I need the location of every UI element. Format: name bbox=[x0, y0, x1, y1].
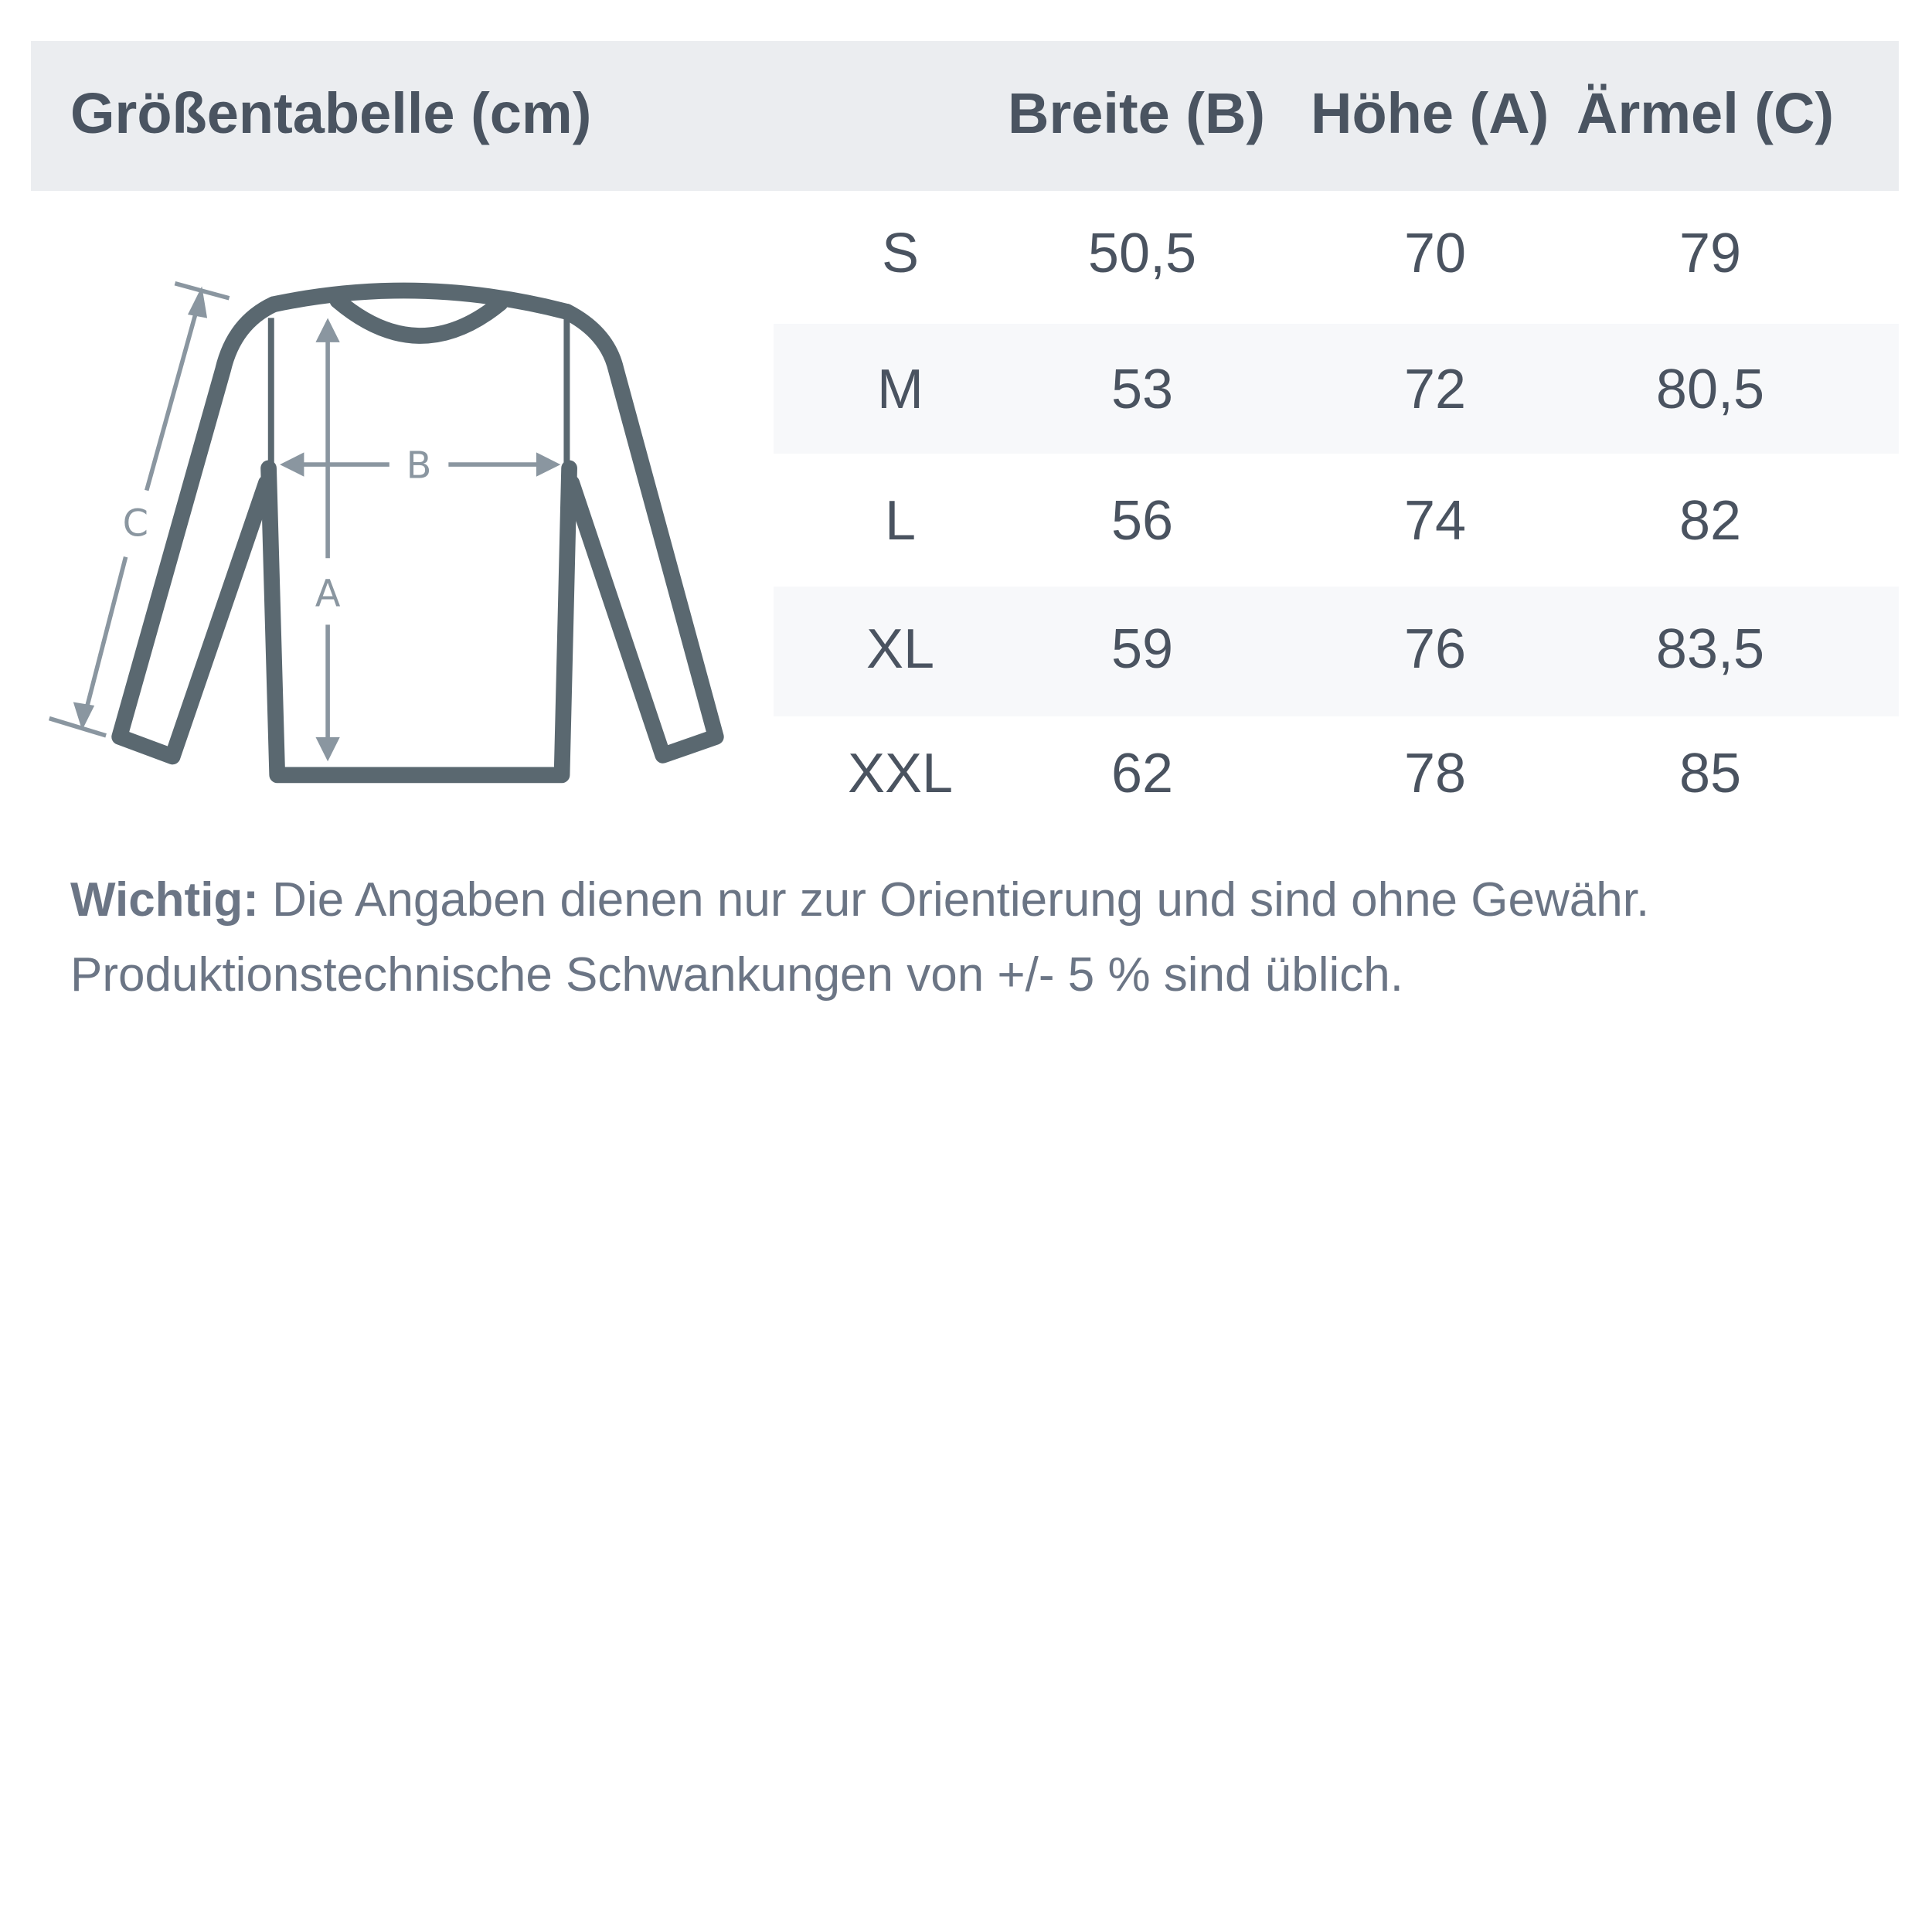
note-line-1: Wichtig: Die Angaben dienen nur zur Orie… bbox=[70, 873, 1649, 927]
table-cell-hoehe: 70 bbox=[1403, 223, 1467, 284]
column-header-aermel: Ärmel (C) bbox=[1577, 81, 1835, 145]
column-header-breite: Breite (B) bbox=[1008, 81, 1266, 145]
row-stripe bbox=[774, 324, 1899, 454]
label-b: B bbox=[406, 445, 432, 488]
table-cell-aermel: 79 bbox=[1679, 223, 1742, 284]
table-cell-size: M bbox=[877, 359, 923, 420]
table-cell-breite: 50,5 bbox=[1087, 223, 1197, 284]
column-header-hoehe: Höhe (A) bbox=[1311, 81, 1549, 145]
table-cell-hoehe: 78 bbox=[1403, 743, 1467, 804]
shirt-left-sleeve bbox=[111, 296, 282, 765]
shirt-body bbox=[260, 460, 577, 784]
label-c: C bbox=[123, 503, 148, 546]
table-cell-size: XL bbox=[866, 618, 935, 680]
row-stripe bbox=[774, 587, 1899, 716]
table-cell-breite: 62 bbox=[1111, 743, 1174, 804]
note-line-2: Produktionstechnische Schwankungen von +… bbox=[70, 948, 1403, 1002]
table-cell-size: S bbox=[881, 223, 920, 284]
shirt-shoulder bbox=[265, 282, 575, 320]
table-cell-aermel: 82 bbox=[1679, 490, 1742, 552]
page-title: Größentabelle (cm) bbox=[70, 81, 592, 145]
table-cell-hoehe: 76 bbox=[1403, 618, 1467, 680]
shirt-neckline bbox=[329, 292, 509, 344]
shirt-right-sleeve bbox=[559, 304, 724, 764]
table-cell-hoehe: 72 bbox=[1403, 359, 1467, 420]
table-cell-aermel: 85 bbox=[1679, 743, 1742, 804]
table-header bbox=[31, 41, 1899, 191]
table-cell-breite: 59 bbox=[1111, 618, 1174, 680]
table-cell-aermel: 83,5 bbox=[1655, 618, 1765, 680]
note-text-1: Die Angaben dienen nur zur Orientierung … bbox=[258, 873, 1650, 927]
table-cell-size: L bbox=[884, 490, 917, 552]
table-cell-breite: 53 bbox=[1111, 359, 1174, 420]
measure-c-line bbox=[145, 307, 199, 492]
label-a: A bbox=[315, 573, 341, 615]
note-bold: Wichtig: bbox=[70, 873, 259, 927]
table-cell-breite: 56 bbox=[1111, 490, 1174, 552]
table-cell-size: XXL bbox=[847, 743, 954, 804]
table-cell-hoehe: 74 bbox=[1403, 490, 1467, 552]
table-cell-aermel: 80,5 bbox=[1655, 359, 1765, 420]
